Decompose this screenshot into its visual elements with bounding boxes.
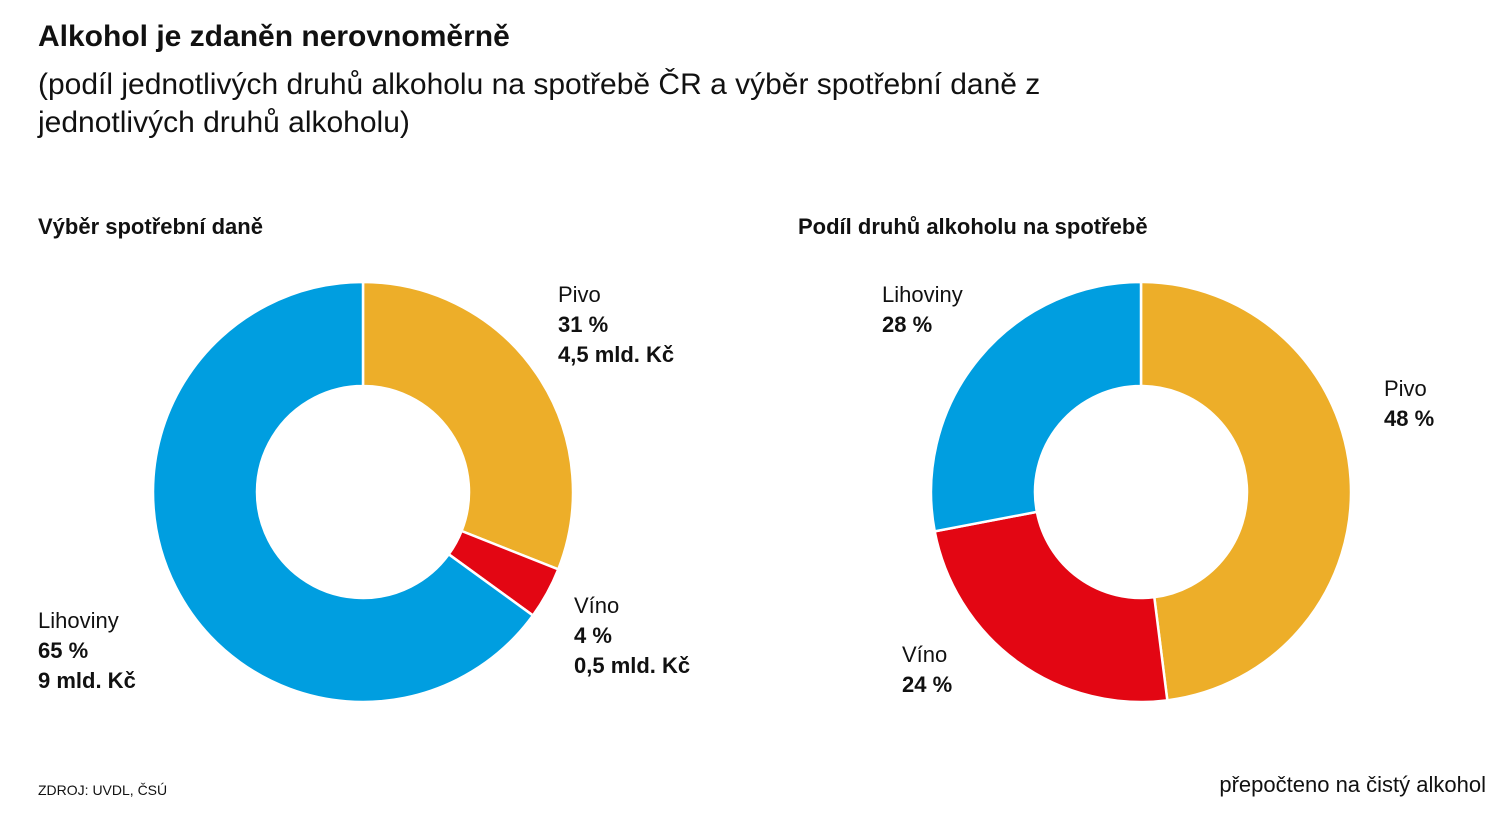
- chart1-label-vino-amount: 0,5 mld. Kč: [574, 653, 691, 678]
- chart2-label-pivo-name: Pivo: [1384, 376, 1427, 401]
- chart1-label-vino-value: 4 %: [574, 623, 612, 648]
- chart2-slice-pivo: [1139, 280, 1353, 702]
- page-subtitle: (podíl jednotlivých druhů alkoholu na sp…: [38, 68, 1041, 139]
- chart2-label-pivo-value: 48 %: [1384, 406, 1435, 431]
- chart2-label-lihoviny: Lihoviny 28 %: [882, 280, 963, 340]
- chart1-label-pivo-name: Pivo: [558, 282, 601, 307]
- chart2-slice-v-no: [933, 510, 1169, 704]
- chart2-title: Podíl druhů alkoholu na spotřebě: [798, 214, 1148, 239]
- chart1-label-pivo-amount: 4,5 mld. Kč: [558, 342, 675, 367]
- chart2-label-vino-name: Víno: [902, 642, 948, 667]
- chart1-label-lihoviny-amount: 9 mld. Kč: [38, 668, 136, 693]
- chart1-label-lihoviny: Lihoviny 65 % 9 mld. Kč: [38, 606, 136, 696]
- chart1-label-vino: Víno 4 % 0,5 mld. Kč: [574, 591, 690, 681]
- unit-note: přepočteno na čistý alkohol: [1219, 772, 1486, 797]
- chart1-label-vino-name: Víno: [574, 593, 620, 618]
- chart2-label-pivo: Pivo 48 %: [1384, 374, 1434, 434]
- chart1-label-pivo-value: 31 %: [558, 312, 609, 337]
- chart1-slice-lihoviny: [151, 280, 535, 704]
- chart1-title: Výběr spotřební daně: [38, 214, 263, 239]
- chart1-label-lihoviny-name: Lihoviny: [38, 608, 119, 633]
- chart2-label-vino-value: 24 %: [902, 672, 953, 697]
- chart2-label-lihoviny-name: Lihoviny: [882, 282, 963, 307]
- chart1-slice-pivo: [361, 280, 575, 571]
- chart1-label-lihoviny-value: 65 %: [38, 638, 89, 663]
- source-note: ZDROJ: UVDL, ČSÚ: [38, 782, 168, 798]
- chart1-label-pivo: Pivo 31 % 4,5 mld. Kč: [558, 280, 674, 370]
- chart2-label-lihoviny-value: 28 %: [882, 312, 933, 337]
- chart2-slice-lihoviny: [929, 280, 1143, 533]
- page-title: Alkohol je zdaněn nerovnoměrně: [38, 20, 510, 53]
- chart2-label-vino: Víno 24 %: [902, 640, 952, 700]
